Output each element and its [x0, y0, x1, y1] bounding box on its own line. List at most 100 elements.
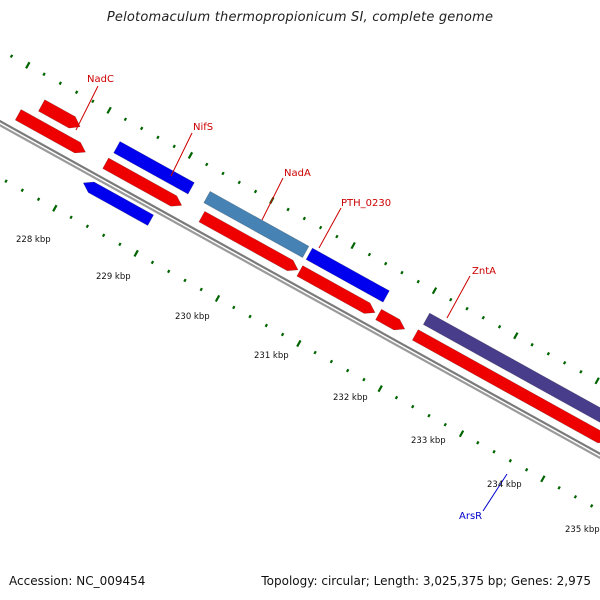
tick-mark-outer [335, 234, 339, 239]
gene-red-6 [411, 329, 600, 444]
tick-mark-inner [492, 449, 496, 454]
tick-mark-outer [25, 61, 31, 69]
gene-steelblue-1 [203, 191, 310, 258]
tick-mark-inner [345, 368, 350, 373]
kbp-label-228: 228 kbp [16, 235, 51, 245]
kbp-label-230: 230 kbp [175, 312, 210, 322]
tick-mark-inner [183, 278, 187, 283]
tick-mark-inner [557, 485, 561, 490]
tick-mark-inner [329, 359, 334, 364]
tick-mark-outer [416, 279, 420, 284]
gene-label-nada: NadA [284, 168, 311, 179]
gene-label-pth_0230: PTH_0230 [341, 198, 391, 209]
tick-mark-inner [296, 339, 302, 348]
tick-mark-outer [546, 351, 551, 356]
tick-mark-inner [573, 494, 578, 499]
gene-blue-1 [113, 141, 195, 195]
gene-label-nadc: NadC [87, 74, 114, 85]
leader-line-nadc [75, 85, 99, 131]
gene-labels: NadC NifS NadA PTH_0230 ZntA ArsR [75, 74, 508, 522]
backbone-line-1 [0, 119, 600, 456]
tick-mark-outer [449, 297, 453, 302]
gene-label-znta: ZntA [472, 266, 496, 277]
accession-text: Accession: NC_009454 [9, 574, 146, 588]
tick-mark-outer [497, 324, 502, 329]
tick-mark-inner [427, 413, 431, 418]
kbp-label-229: 229 kbp [96, 272, 131, 282]
gene-red-2 [102, 157, 183, 207]
tick-mark-outer [383, 261, 388, 266]
gene-red-3 [198, 210, 299, 272]
tick-mark-inner [589, 503, 594, 508]
tick-mark-outer [187, 151, 194, 159]
leader-line-nada [261, 177, 284, 221]
tick-mark-inner [524, 467, 529, 472]
backbone-line-2 [0, 124, 600, 460]
tick-mark-outer [58, 81, 63, 86]
map-title: Pelotomaculum thermopropionicum SI, comp… [106, 10, 494, 25]
tick-mark-inner [167, 269, 171, 274]
tick-mark-inner [476, 440, 480, 445]
tick-mark-inner [377, 385, 383, 393]
tick-mark-outer [579, 369, 583, 374]
gene-blue-2 [305, 247, 390, 303]
tick-mark-inner [458, 430, 465, 438]
tick-mark-inner [118, 242, 122, 247]
tick-mark-outer [302, 216, 307, 221]
tick-mark-inner [199, 287, 203, 292]
tick-mark-outer [318, 225, 323, 230]
tick-mark-outer [156, 135, 160, 140]
tick-mark-inner [36, 197, 41, 202]
tick-mark-outer [594, 377, 600, 385]
tick-mark-inner [280, 332, 285, 337]
tick-mark-outer [221, 171, 225, 176]
tick-mark-outer [172, 144, 176, 149]
genome-summary: Topology: circular; Length: 3,025,375 bp… [261, 574, 591, 588]
tick-mark-outer [465, 306, 469, 311]
tick-mark-inner [411, 404, 415, 409]
tick-mark-inner [248, 314, 252, 319]
tick-mark-inner [133, 249, 139, 257]
tick-marks [4, 54, 600, 508]
kbp-labels: 228 kbp 229 kbp 230 kbp 231 kbp 232 kbp 233 k… [16, 235, 600, 535]
kbp-label-232: 232 kbp [333, 393, 368, 403]
tick-mark-inner [394, 395, 399, 400]
tick-mark-outer [139, 126, 144, 131]
kbp-label-234: 234 kbp [487, 480, 522, 490]
gene-red-5 [375, 308, 406, 331]
gene-label-arsr: ArsR [459, 511, 482, 522]
tick-mark-outer [431, 287, 438, 295]
tick-mark-outer [400, 270, 404, 275]
leader-line-znta [446, 275, 471, 319]
tick-mark-outer [106, 106, 112, 114]
tick-mark-outer [481, 315, 485, 320]
tick-mark-inner [264, 323, 269, 328]
tick-mark-outer [123, 117, 128, 122]
leader-line-pth_0230 [318, 207, 342, 249]
gene-red-1 [14, 109, 86, 154]
tick-mark-outer [9, 54, 14, 59]
tick-mark-inner [232, 305, 236, 310]
tick-mark-inner [443, 422, 447, 427]
tick-mark-outer [530, 342, 534, 347]
tick-mark-inner [214, 294, 221, 303]
gene-blue-rev-1 [82, 181, 154, 226]
tick-mark-inner [52, 204, 58, 212]
tick-mark-outer [253, 189, 258, 194]
tick-mark-inner [101, 233, 106, 238]
kbp-label-231: 231 kbp [254, 351, 289, 361]
tick-mark-outer [91, 99, 95, 104]
tick-mark-outer [286, 207, 290, 212]
tick-mark-outer [205, 162, 209, 167]
tick-mark-inner [69, 215, 73, 220]
tick-mark-outer [562, 360, 567, 365]
tick-mark-outer [367, 252, 372, 257]
tick-mark-outer [42, 72, 46, 77]
tick-mark-outer [74, 90, 79, 95]
tick-mark-outer [237, 180, 241, 185]
gene-label-nifs: NifS [193, 122, 213, 133]
tick-mark-inner [362, 377, 366, 382]
tick-mark-inner [150, 260, 155, 265]
kbp-label-233: 233 kbp [411, 436, 446, 446]
